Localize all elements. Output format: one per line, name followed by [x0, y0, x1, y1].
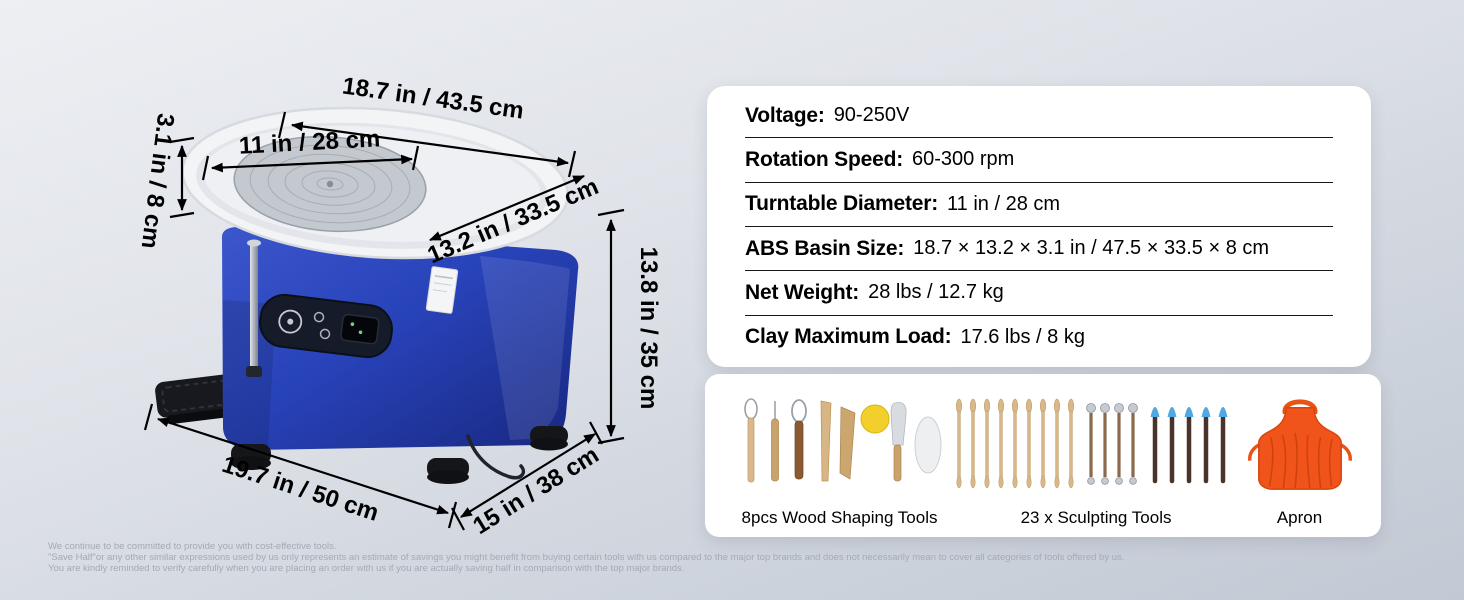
- spec-row-turntable-diameter: Turntable Diameter: 11 in / 28 cm: [745, 183, 1333, 227]
- spec-label: Clay Maximum Load:: [745, 325, 952, 349]
- disclaimer-line: "Save Half"or any other similar expressi…: [48, 551, 1125, 563]
- pottery-wheel-figure: 18.7 in / 43.5 cm 11 in / 28 cm 3.1 in /…: [136, 72, 662, 540]
- disclaimer-line: We continue to be committed to provide y…: [48, 541, 337, 552]
- spec-label: Rotation Speed:: [745, 147, 903, 171]
- spec-card: Voltage: 90-250V Rotation Speed: 60-300 …: [707, 86, 1371, 367]
- spec-row-net-weight: Net Weight: 28 lbs / 12.7 kg: [745, 271, 1333, 316]
- accessory-label: 8pcs Wood Shaping Tools: [741, 508, 938, 527]
- wood-shaping-tools-image: [743, 398, 942, 483]
- spec-row-voltage: Voltage: 90-250V: [745, 94, 1333, 139]
- apron-image: [1247, 399, 1352, 490]
- accessory-sculpting-tools: 23 x Sculpting Tools: [950, 382, 1242, 531]
- spec-value: 18.7 × 13.2 × 3.1 in / 47.5 × 33.5 × 8 c…: [913, 237, 1270, 260]
- button-icon: [319, 328, 331, 340]
- spec-row-rotation-speed: Rotation Speed: 60-300 rpm: [745, 138, 1333, 183]
- machine-body: [222, 226, 579, 450]
- spec-label: Turntable Diameter:: [745, 192, 939, 216]
- label-sticker: [425, 266, 459, 314]
- disclaimer-line: You are kindly reminded to verify carefu…: [48, 562, 685, 574]
- spec-value: 11 in / 28 cm: [947, 192, 1061, 215]
- accessory-apron: Apron: [1242, 382, 1357, 531]
- spec-label: Net Weight:: [745, 280, 860, 304]
- spec-label: Voltage:: [745, 103, 825, 127]
- spec-value: 28 lbs / 12.7 kg: [868, 281, 1004, 304]
- spec-value: 90-250V: [833, 104, 910, 127]
- accessory-label: Apron: [1276, 508, 1323, 527]
- spec-row-clay-load: Clay Maximum Load: 17.6 lbs / 8 kg: [745, 316, 1333, 359]
- dim-basin-height: 3.1 in / 8 cm: [136, 112, 179, 250]
- control-panel: [259, 293, 393, 359]
- dial-icon: [278, 309, 303, 334]
- dim-width: 19.7 in / 50 cm: [219, 451, 382, 527]
- disclaimer-text: We continue to be committed to provide y…: [48, 541, 1125, 574]
- accessory-label: 23 x Sculpting Tools: [1020, 508, 1172, 527]
- body-highlight: [480, 256, 570, 440]
- accessory-wood-tools: 8pcs Wood Shaping Tools: [729, 382, 950, 531]
- spec-value: 17.6 lbs / 8 kg: [960, 325, 1085, 348]
- display-screen: [340, 313, 380, 345]
- sculpting-tools-image: [955, 398, 1228, 489]
- dim-depth: 15 in / 38 cm: [468, 441, 603, 540]
- spec-value: 60-300 rpm: [912, 148, 1015, 171]
- dim-height: 13.8 in / 35 cm: [635, 247, 662, 410]
- lever-rod: [246, 239, 262, 377]
- button-icon: [313, 311, 325, 323]
- accessories-card: 8pcs Wood Shaping Tools: [705, 374, 1381, 537]
- spec-label: ABS Basin Size:: [745, 236, 905, 260]
- spec-row-basin-size: ABS Basin Size: 18.7 × 13.2 × 3.1 in / 4…: [745, 227, 1333, 272]
